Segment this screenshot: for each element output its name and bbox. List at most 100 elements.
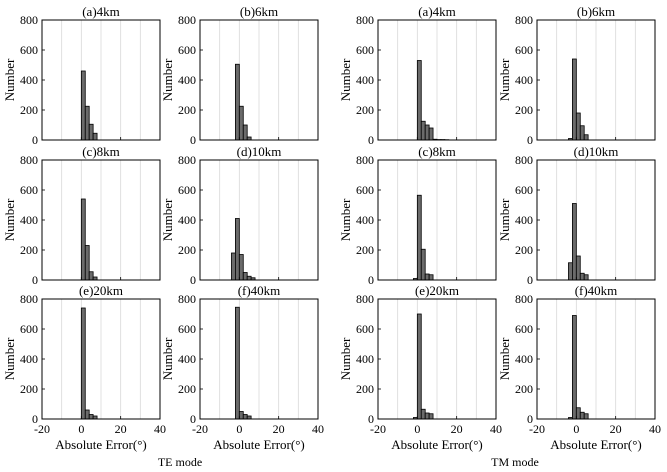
y-tick-label: 600 xyxy=(515,43,533,57)
y-tick-label: 400 xyxy=(515,213,533,227)
histogram-bar xyxy=(238,105,244,141)
y-tick-label: 0 xyxy=(368,273,374,287)
y-tick-label: 400 xyxy=(356,73,374,87)
histogram-bar xyxy=(568,262,573,281)
y-tick-label: 800 xyxy=(178,13,196,27)
histogram-bar xyxy=(92,132,98,141)
y-tick-label: 200 xyxy=(20,103,38,117)
x-tick-label: 40 xyxy=(154,422,166,436)
y-tick-label: 200 xyxy=(20,382,38,396)
y-tick-label: 200 xyxy=(356,382,374,396)
y-axis-label: Number xyxy=(2,337,17,380)
y-tick-label: 600 xyxy=(356,43,374,57)
y-tick-label: 0 xyxy=(190,273,196,287)
panel-title: (e)20km xyxy=(79,283,123,298)
y-tick-label: 0 xyxy=(527,133,533,147)
panel-title: (a)4km xyxy=(82,4,120,19)
y-tick-label: 0 xyxy=(368,133,374,147)
y-axis-label: Number xyxy=(338,198,353,241)
y-axis-label: Number xyxy=(497,58,512,101)
x-axis-label: Absolute Error(°) xyxy=(391,437,482,452)
histogram-bar xyxy=(416,60,422,141)
x-tick-label: 0 xyxy=(78,422,84,436)
y-tick-label: 0 xyxy=(32,133,38,147)
y-tick-label: 800 xyxy=(515,153,533,167)
y-tick-label: 200 xyxy=(20,243,38,257)
x-tick-label: 0 xyxy=(573,422,579,436)
y-axis-label: Number xyxy=(160,337,175,380)
histogram-bar xyxy=(416,194,422,281)
y-tick-label: 800 xyxy=(20,292,38,306)
histogram-bar xyxy=(84,245,90,281)
y-tick-label: 600 xyxy=(515,183,533,197)
histogram-bar xyxy=(424,412,430,420)
y-axis-label: Number xyxy=(497,337,512,380)
y-axis-label: Number xyxy=(2,198,17,241)
histogram-bar xyxy=(583,134,589,141)
x-tick-label: 40 xyxy=(312,422,324,436)
y-tick-label: 600 xyxy=(178,322,196,336)
histogram-bar xyxy=(572,315,577,420)
y-tick-label: 800 xyxy=(515,13,533,27)
y-tick-label: 400 xyxy=(515,352,533,366)
histogram-bar xyxy=(84,409,90,420)
y-tick-label: 0 xyxy=(368,412,374,426)
histogram-bar xyxy=(575,407,581,420)
y-tick-label: 800 xyxy=(20,13,38,27)
histogram-bar xyxy=(579,411,585,420)
x-tick-label: -20 xyxy=(370,422,386,436)
y-tick-label: 800 xyxy=(515,292,533,306)
histogram-bar xyxy=(579,125,585,141)
y-axis-label: Number xyxy=(160,58,175,101)
histogram-bar xyxy=(84,105,90,141)
y-tick-label: 800 xyxy=(356,292,374,306)
y-tick-label: 0 xyxy=(32,273,38,287)
x-axis-label: Absolute Error(°) xyxy=(55,437,146,452)
x-tick-label: 0 xyxy=(236,422,242,436)
y-tick-label: 0 xyxy=(190,412,196,426)
y-tick-label: 0 xyxy=(527,273,533,287)
y-tick-label: 800 xyxy=(178,292,196,306)
histogram-bar xyxy=(234,218,240,281)
y-tick-label: 0 xyxy=(527,412,533,426)
histogram-bar xyxy=(579,272,585,281)
y-tick-label: 200 xyxy=(178,103,196,117)
x-tick-label: -20 xyxy=(529,422,545,436)
x-tick-label: 20 xyxy=(610,422,622,436)
y-tick-label: 0 xyxy=(190,133,196,147)
histogram-bar xyxy=(572,58,577,141)
y-axis-label: Number xyxy=(338,58,353,101)
group-label: TM mode xyxy=(491,455,539,469)
y-tick-label: 400 xyxy=(356,213,374,227)
y-tick-label: 200 xyxy=(356,243,374,257)
y-tick-label: 200 xyxy=(515,382,533,396)
y-tick-label: 600 xyxy=(515,322,533,336)
histogram-bar xyxy=(428,413,434,420)
histogram-bar xyxy=(428,274,434,281)
histogram-bar xyxy=(416,313,422,420)
y-tick-label: 400 xyxy=(20,352,38,366)
y-tick-label: 600 xyxy=(356,322,374,336)
y-tick-label: 800 xyxy=(356,13,374,27)
x-axis-label: Absolute Error(°) xyxy=(550,437,641,452)
y-axis-label: Number xyxy=(338,337,353,380)
panel-title: (b)6km xyxy=(577,4,615,19)
histogram-bar xyxy=(583,274,589,281)
y-tick-label: 600 xyxy=(178,43,196,57)
panel-title: (f)40km xyxy=(575,283,618,298)
panel-title: (c)8km xyxy=(82,144,120,159)
histogram-bar xyxy=(246,275,252,281)
panel-title: (d)10km xyxy=(574,144,619,159)
histogram-bar xyxy=(583,413,589,420)
y-tick-label: 0 xyxy=(32,412,38,426)
y-axis-label: Number xyxy=(160,198,175,241)
panel-title: (d)10km xyxy=(237,144,282,159)
y-tick-label: 400 xyxy=(515,73,533,87)
panel-title: (f)40km xyxy=(238,283,281,298)
panel-title: (b)6km xyxy=(240,4,278,19)
panel-title: (c)8km xyxy=(418,144,456,159)
y-tick-label: 400 xyxy=(178,213,196,227)
x-tick-label: 0 xyxy=(414,422,420,436)
y-tick-label: 200 xyxy=(178,243,196,257)
